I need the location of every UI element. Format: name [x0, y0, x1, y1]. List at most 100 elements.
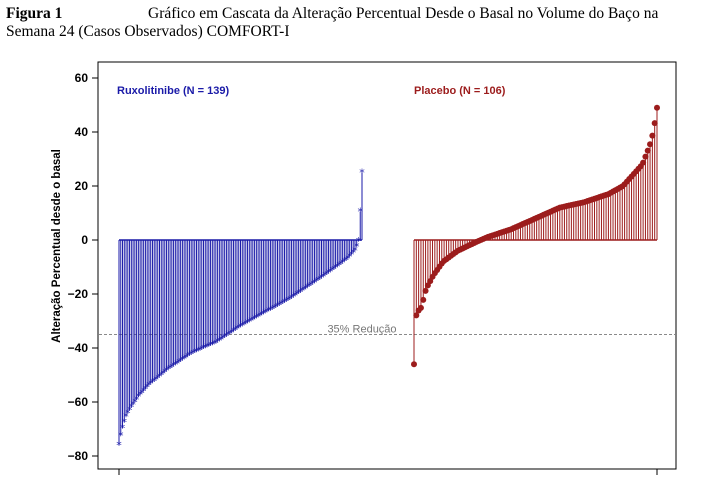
data-point: * [164, 364, 170, 377]
data-point: * [224, 330, 230, 343]
data-point [647, 141, 654, 148]
data-point: * [266, 305, 272, 318]
data-point: * [324, 268, 330, 281]
data-point: * [208, 339, 214, 352]
data-point: * [169, 361, 175, 374]
data-point: * [255, 311, 261, 324]
data-point: * [236, 322, 242, 335]
data-point: * [217, 334, 223, 347]
data-point [411, 361, 417, 368]
data-point: * [354, 240, 360, 253]
reference-line-label: 35% Redução [327, 324, 396, 336]
data-point: * [132, 396, 138, 409]
y-tick-label: −40 [68, 341, 89, 355]
data-point: * [245, 316, 251, 329]
data-point: * [190, 347, 196, 360]
data-point: * [153, 373, 159, 386]
data-point [422, 287, 429, 294]
data-point: * [298, 286, 304, 299]
y-tick-label: −60 [68, 395, 89, 409]
data-point: * [306, 280, 312, 293]
series-1 [411, 104, 660, 368]
data-point: * [349, 248, 355, 261]
data-point: * [331, 263, 337, 276]
data-point: * [227, 327, 233, 340]
data-point: * [257, 310, 263, 323]
data-point: * [315, 274, 321, 287]
data-point: * [357, 206, 363, 219]
y-tick-label: 0 [81, 233, 88, 247]
data-point: * [229, 326, 235, 339]
y-tick-label: 40 [75, 125, 89, 139]
data-point: * [317, 273, 323, 286]
bars-group: ****************************************… [116, 104, 660, 452]
data-point: * [136, 391, 142, 404]
data-point: * [247, 316, 253, 329]
data-point: * [308, 279, 314, 292]
data-point: * [305, 281, 311, 294]
data-point: * [250, 314, 256, 327]
data-point: * [144, 381, 150, 394]
data-point: * [296, 287, 302, 300]
data-point: * [352, 244, 358, 257]
legend-placebo: Placebo (N = 106) [414, 85, 506, 97]
data-point: * [213, 337, 219, 350]
data-point: * [137, 389, 143, 402]
data-point: * [273, 301, 279, 314]
y-axis-label: Alteração Percentual desde o basal [51, 149, 63, 343]
data-point: * [129, 401, 135, 414]
data-point: * [264, 306, 270, 319]
data-point: * [342, 255, 348, 268]
data-point: * [180, 354, 186, 367]
data-point: * [174, 357, 180, 370]
data-point: * [201, 342, 207, 355]
data-point: * [220, 332, 226, 345]
data-point: * [185, 350, 191, 363]
data-point: * [333, 262, 339, 275]
data-point: * [335, 260, 341, 273]
data-point: * [215, 336, 221, 349]
data-point: * [285, 294, 291, 307]
data-point: * [310, 278, 316, 291]
figure-title-line1: Gráfico em Cascata da Alteração Percentu… [148, 5, 659, 22]
data-point: * [122, 416, 128, 429]
data-point: * [313, 275, 319, 288]
data-point: * [146, 379, 152, 392]
data-point: * [206, 340, 212, 353]
y-tick-label: 60 [75, 71, 89, 85]
data-point: * [159, 369, 165, 382]
data-point: * [148, 378, 154, 391]
data-point: * [343, 254, 349, 267]
data-point: * [240, 319, 246, 332]
plot-frame [97, 61, 677, 470]
data-point [642, 153, 649, 160]
legend-ruxolitinibe: Ruxolitinibe (N = 139) [117, 85, 229, 97]
reference-line-group: 35% Redução [99, 324, 675, 336]
data-point: * [303, 282, 309, 295]
data-point: * [338, 258, 344, 271]
data-point: * [187, 349, 193, 362]
data-point [420, 296, 427, 303]
data-point: * [356, 235, 362, 248]
data-point: * [151, 375, 157, 388]
data-point: * [225, 329, 231, 342]
data-point: * [139, 387, 145, 400]
data-point: * [276, 299, 282, 312]
data-point: * [141, 385, 147, 398]
data-point: * [268, 304, 274, 317]
data-point: * [241, 318, 247, 331]
data-point: * [312, 276, 318, 289]
data-point: * [326, 267, 332, 280]
y-tick-label: 20 [75, 179, 89, 193]
data-point: * [282, 296, 288, 309]
data-point: * [199, 343, 205, 356]
data-point: * [291, 291, 297, 304]
data-point: * [192, 346, 198, 359]
data-point: * [280, 297, 286, 310]
data-point [649, 132, 656, 139]
data-point: * [181, 353, 187, 366]
data-point: * [155, 372, 161, 385]
data-point [640, 159, 647, 166]
data-point: * [234, 323, 240, 336]
